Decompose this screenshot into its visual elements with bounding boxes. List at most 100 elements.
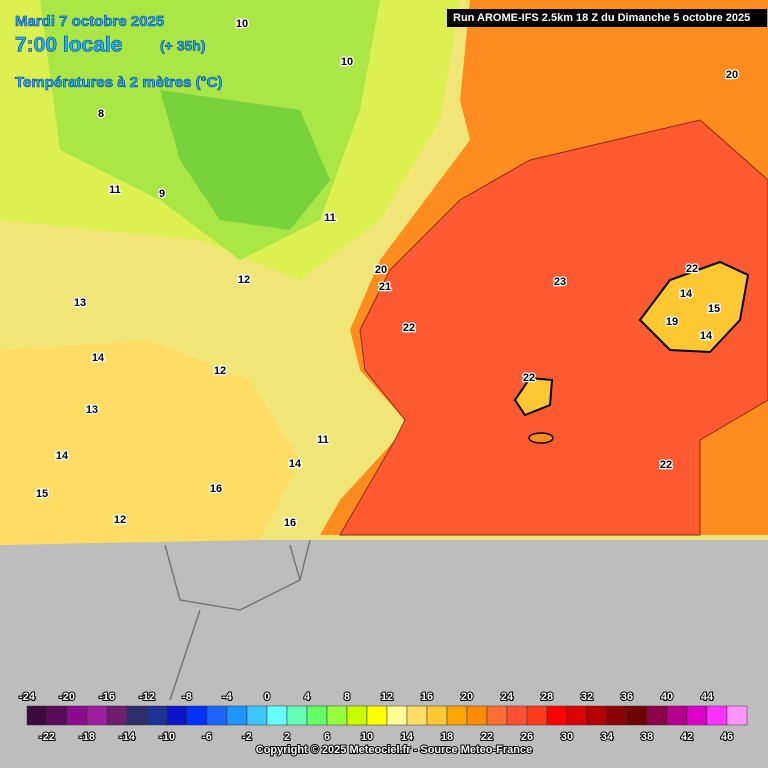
scale-top-label: 12 xyxy=(381,691,393,703)
contour-label: 9 xyxy=(159,188,165,200)
scale-top-label: 28 xyxy=(541,691,553,703)
scale-box xyxy=(586,705,608,726)
contour-label: 11 xyxy=(324,212,336,224)
scale-top-label: 32 xyxy=(581,691,593,703)
scale-bottom-label: 22 xyxy=(481,731,493,743)
scale-bottom-label: -2 xyxy=(242,731,252,743)
contour-label: 19 xyxy=(666,316,678,328)
scale-top-label: 40 xyxy=(661,691,673,703)
contour-label: 22 xyxy=(403,322,415,334)
scale-top-label: 4 xyxy=(304,691,311,703)
scale-bottom-label: 34 xyxy=(601,731,614,743)
scale-bottom-label: 18 xyxy=(441,731,453,743)
scale-box xyxy=(626,705,648,726)
contour-label: 22 xyxy=(660,459,672,471)
scale-bottom-label: -18 xyxy=(79,731,95,743)
contour-label: 11 xyxy=(317,434,329,446)
contour-label: 10 xyxy=(341,56,353,68)
scale-box xyxy=(366,705,388,726)
scale-box xyxy=(546,705,568,726)
scale-bottom-label: -6 xyxy=(202,731,212,743)
contour-label: 16 xyxy=(284,517,296,529)
scale-bottom-label: 38 xyxy=(641,731,653,743)
contour-label: 14 xyxy=(289,458,302,470)
contour-label: 15 xyxy=(36,488,48,500)
scale-box xyxy=(126,705,148,726)
scale-box xyxy=(526,705,548,726)
scale-top-label: -20 xyxy=(59,691,75,703)
map-title: Températures à 2 mètres (°C) xyxy=(15,74,222,91)
scale-box xyxy=(246,705,268,726)
scale-top-label: 20 xyxy=(461,691,473,703)
scale-top-label: 8 xyxy=(344,691,350,703)
scale-box xyxy=(686,705,708,726)
island-formentera xyxy=(528,432,554,444)
scale-top-label: 24 xyxy=(501,691,514,703)
scale-bottom-label: -22 xyxy=(39,731,55,743)
scale-box xyxy=(106,705,128,726)
scale-box xyxy=(346,705,368,726)
copyright: Copyright © 2025 Meteociel.fr - Source M… xyxy=(256,744,532,756)
scale-bottom-label: 14 xyxy=(401,731,414,743)
contour-label: 14 xyxy=(700,330,713,342)
contour-label: 12 xyxy=(214,365,226,377)
scale-box xyxy=(166,705,188,726)
contour-label: 11 xyxy=(109,184,121,196)
scale-box xyxy=(506,705,528,726)
contour-label: 20 xyxy=(726,69,738,81)
scale-box xyxy=(286,705,308,726)
scale-top-label: 0 xyxy=(264,691,270,703)
scale-box xyxy=(566,705,588,726)
run-box xyxy=(447,9,767,27)
contour-label: 14 xyxy=(56,450,69,462)
scale-box xyxy=(486,705,508,726)
contour-label: 14 xyxy=(92,352,105,364)
contour-label: 14 xyxy=(680,288,693,300)
contour-label: 13 xyxy=(86,404,98,416)
scale-bottom-label: 30 xyxy=(561,731,573,743)
lead-time: (+ 35h) xyxy=(160,38,206,54)
scale-box xyxy=(266,705,288,726)
scale-box xyxy=(146,705,168,726)
scale-top-label: -16 xyxy=(99,691,115,703)
scale-bottom-label: 2 xyxy=(284,731,290,743)
sea-inner xyxy=(339,119,768,536)
contour-label: 21 xyxy=(379,281,391,293)
scale-bottom-label: 26 xyxy=(521,731,533,743)
contour-label: 20 xyxy=(375,264,387,276)
scale-bottom-label: -10 xyxy=(159,731,175,743)
time: 7:00 locale xyxy=(15,34,122,57)
scale-box xyxy=(206,705,228,726)
scale-box xyxy=(466,705,488,726)
scale-box xyxy=(386,705,408,726)
scale-box xyxy=(226,705,248,726)
scale-box xyxy=(646,705,668,726)
scale-top-label: 36 xyxy=(621,691,633,703)
scale-top-label: 44 xyxy=(701,691,714,703)
scale-bottom-label: 10 xyxy=(361,731,373,743)
borders xyxy=(164,539,311,701)
scale-box xyxy=(186,705,208,726)
scale-box xyxy=(66,705,88,726)
scale-top-label: -4 xyxy=(222,691,233,703)
scale-bottom-label: -14 xyxy=(119,731,136,743)
scale-box xyxy=(726,705,748,726)
scale-box xyxy=(606,705,628,726)
scale-top-label: -12 xyxy=(139,691,155,703)
scale-top-label: -24 xyxy=(19,691,36,703)
contour-label: 22 xyxy=(686,263,698,275)
contour-label: 23 xyxy=(554,276,566,288)
contour-label: 12 xyxy=(238,274,250,286)
scale-box xyxy=(306,705,328,726)
scale-box xyxy=(706,705,728,726)
date: Mardi 7 octobre 2025 xyxy=(15,13,164,30)
run-info: Run AROME-IFS 2.5km 18 Z du Dimanche 5 o… xyxy=(453,12,750,24)
scale-box xyxy=(46,705,68,726)
contour-label: 10 xyxy=(236,18,248,30)
scale-box xyxy=(426,705,448,726)
contour-label: 22 xyxy=(523,372,535,384)
contour-label: 12 xyxy=(114,514,126,526)
land-coldest xyxy=(160,90,330,230)
scale-box xyxy=(326,705,348,726)
